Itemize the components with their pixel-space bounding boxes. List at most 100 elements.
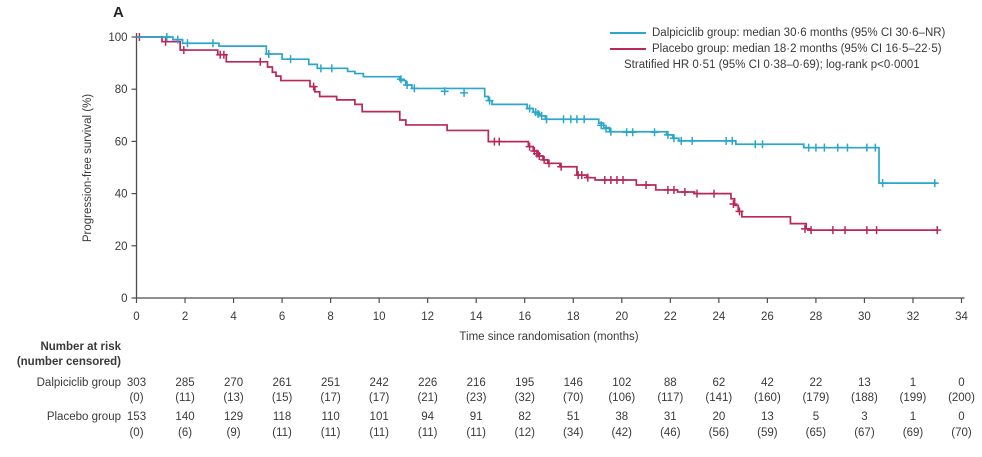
at-risk-count: 13 [858, 377, 871, 389]
at-risk-count: 153 [126, 411, 147, 423]
at-risk-count: 261 [272, 377, 292, 389]
x-tick-label: 4 [230, 311, 237, 323]
at-risk-count: 226 [418, 377, 438, 389]
x-tick-label: 14 [470, 311, 483, 323]
x-tick-label: 34 [955, 311, 968, 323]
at-risk-count: 195 [515, 377, 535, 389]
censored-count: (59) [757, 427, 778, 439]
x-tick-label: 12 [421, 311, 434, 323]
at-risk-count: 303 [126, 377, 147, 389]
censored-count: (12) [514, 427, 535, 439]
at-risk-count: 51 [566, 411, 580, 423]
censored-count: (179) [802, 392, 830, 404]
censored-count: (11) [417, 427, 438, 439]
censored-count: (70) [563, 392, 584, 404]
at-risk-count: 94 [421, 411, 435, 423]
panel-label: A [113, 4, 124, 21]
risk-table-header-line2: (number censored) [16, 356, 121, 368]
at-risk-count: 110 [321, 411, 340, 423]
x-tick-label: 20 [615, 311, 628, 323]
y-tick-label: 80 [115, 84, 128, 96]
at-risk-count: 22 [809, 377, 823, 389]
at-risk-count: 270 [223, 377, 244, 389]
at-risk-count: 3 [861, 411, 868, 423]
censored-count: (11) [320, 427, 341, 439]
risk-row-label-dalpiciclib: Dalpiciclib group [36, 377, 121, 389]
at-risk-count: 102 [612, 377, 632, 389]
x-axis-label: Time since randomisation (months) [459, 331, 639, 343]
censored-count: (0) [129, 392, 144, 404]
at-risk-count: 118 [272, 411, 292, 423]
at-risk-count: 62 [712, 377, 726, 389]
placebo-line-swatch [610, 48, 646, 50]
at-risk-count: 146 [563, 377, 583, 389]
at-risk-count: 129 [223, 411, 244, 423]
y-tick-label: 60 [115, 136, 128, 148]
at-risk-count: 251 [321, 377, 341, 389]
x-tick-label: 10 [373, 311, 386, 323]
at-risk-count: 285 [175, 377, 195, 389]
censored-count: (117) [657, 392, 684, 404]
censored-count: (21) [417, 392, 438, 404]
legend-entry-placebo: Placebo group: median 18·2 months (95% C… [610, 41, 945, 57]
legend-stat-note: Stratified HR 0·51 (95% CI 0·38–0·69); l… [624, 59, 920, 71]
at-risk-count: 88 [663, 377, 677, 389]
x-tick-label: 26 [761, 311, 774, 323]
at-risk-count: 38 [615, 411, 629, 423]
censored-count: (17) [368, 392, 390, 404]
x-tick-label: 0 [133, 311, 139, 323]
censored-count: (11) [369, 427, 389, 439]
at-risk-count: 0 [958, 411, 965, 423]
censored-count: (46) [660, 427, 681, 439]
x-tick-label: 16 [518, 311, 531, 323]
risk-row-label-placebo: Placebo group [46, 411, 121, 423]
censored-count: (42) [611, 427, 632, 439]
km-curve-dalpiciclib [136, 36, 938, 185]
censored-count: (106) [608, 392, 636, 404]
x-tick-label: 2 [182, 311, 188, 323]
x-tick-label: 24 [712, 311, 725, 323]
at-risk-count: 91 [469, 411, 483, 423]
censored-count: (11) [175, 392, 195, 404]
censored-count: (56) [708, 427, 730, 439]
y-tick-label: 0 [121, 293, 127, 305]
x-tick-label: 32 [907, 311, 920, 323]
at-risk-count: 5 [812, 411, 820, 423]
at-risk-count: 82 [518, 411, 532, 423]
censored-count: (67) [854, 427, 875, 439]
censored-count: (69) [902, 427, 924, 439]
censored-count: (17) [320, 392, 341, 404]
at-risk-count: 42 [760, 377, 774, 389]
at-risk-count: 242 [369, 377, 389, 389]
censored-count: (34) [563, 427, 584, 439]
censored-count: (32) [514, 392, 535, 404]
censored-count: (15) [271, 392, 293, 404]
at-risk-count: 13 [760, 411, 774, 423]
dalpiciclib-line-swatch [610, 32, 646, 34]
y-tick-label: 20 [115, 241, 128, 253]
x-tick-label: 8 [327, 311, 333, 323]
legend-label-placebo: Placebo group: median 18·2 months (95% C… [652, 43, 942, 55]
y-tick-label: 100 [108, 32, 127, 44]
at-risk-count: 216 [466, 377, 486, 389]
x-tick-label: 30 [858, 311, 871, 323]
censored-count: (23) [465, 392, 487, 404]
x-tick-label: 28 [810, 311, 823, 323]
censored-count: (6) [177, 427, 193, 439]
censored-count: (188) [851, 392, 878, 404]
censored-count: (199) [899, 392, 927, 404]
at-risk-count: 140 [175, 411, 195, 423]
legend-entry-dalpiciclib: Dalpiciclib group: median 30·6 months (9… [610, 25, 945, 41]
at-risk-count: 101 [369, 411, 389, 423]
at-risk-count: 1 [909, 411, 917, 423]
x-tick-label: 6 [279, 311, 285, 323]
censored-count: (141) [705, 392, 733, 404]
legend-label-dalpiciclib: Dalpiciclib group: median 30·6 months (9… [652, 27, 946, 39]
censored-count: (13) [223, 392, 244, 404]
at-risk-count: 31 [663, 411, 677, 423]
censored-count: (65) [805, 427, 827, 439]
at-risk-count: 0 [958, 377, 965, 389]
